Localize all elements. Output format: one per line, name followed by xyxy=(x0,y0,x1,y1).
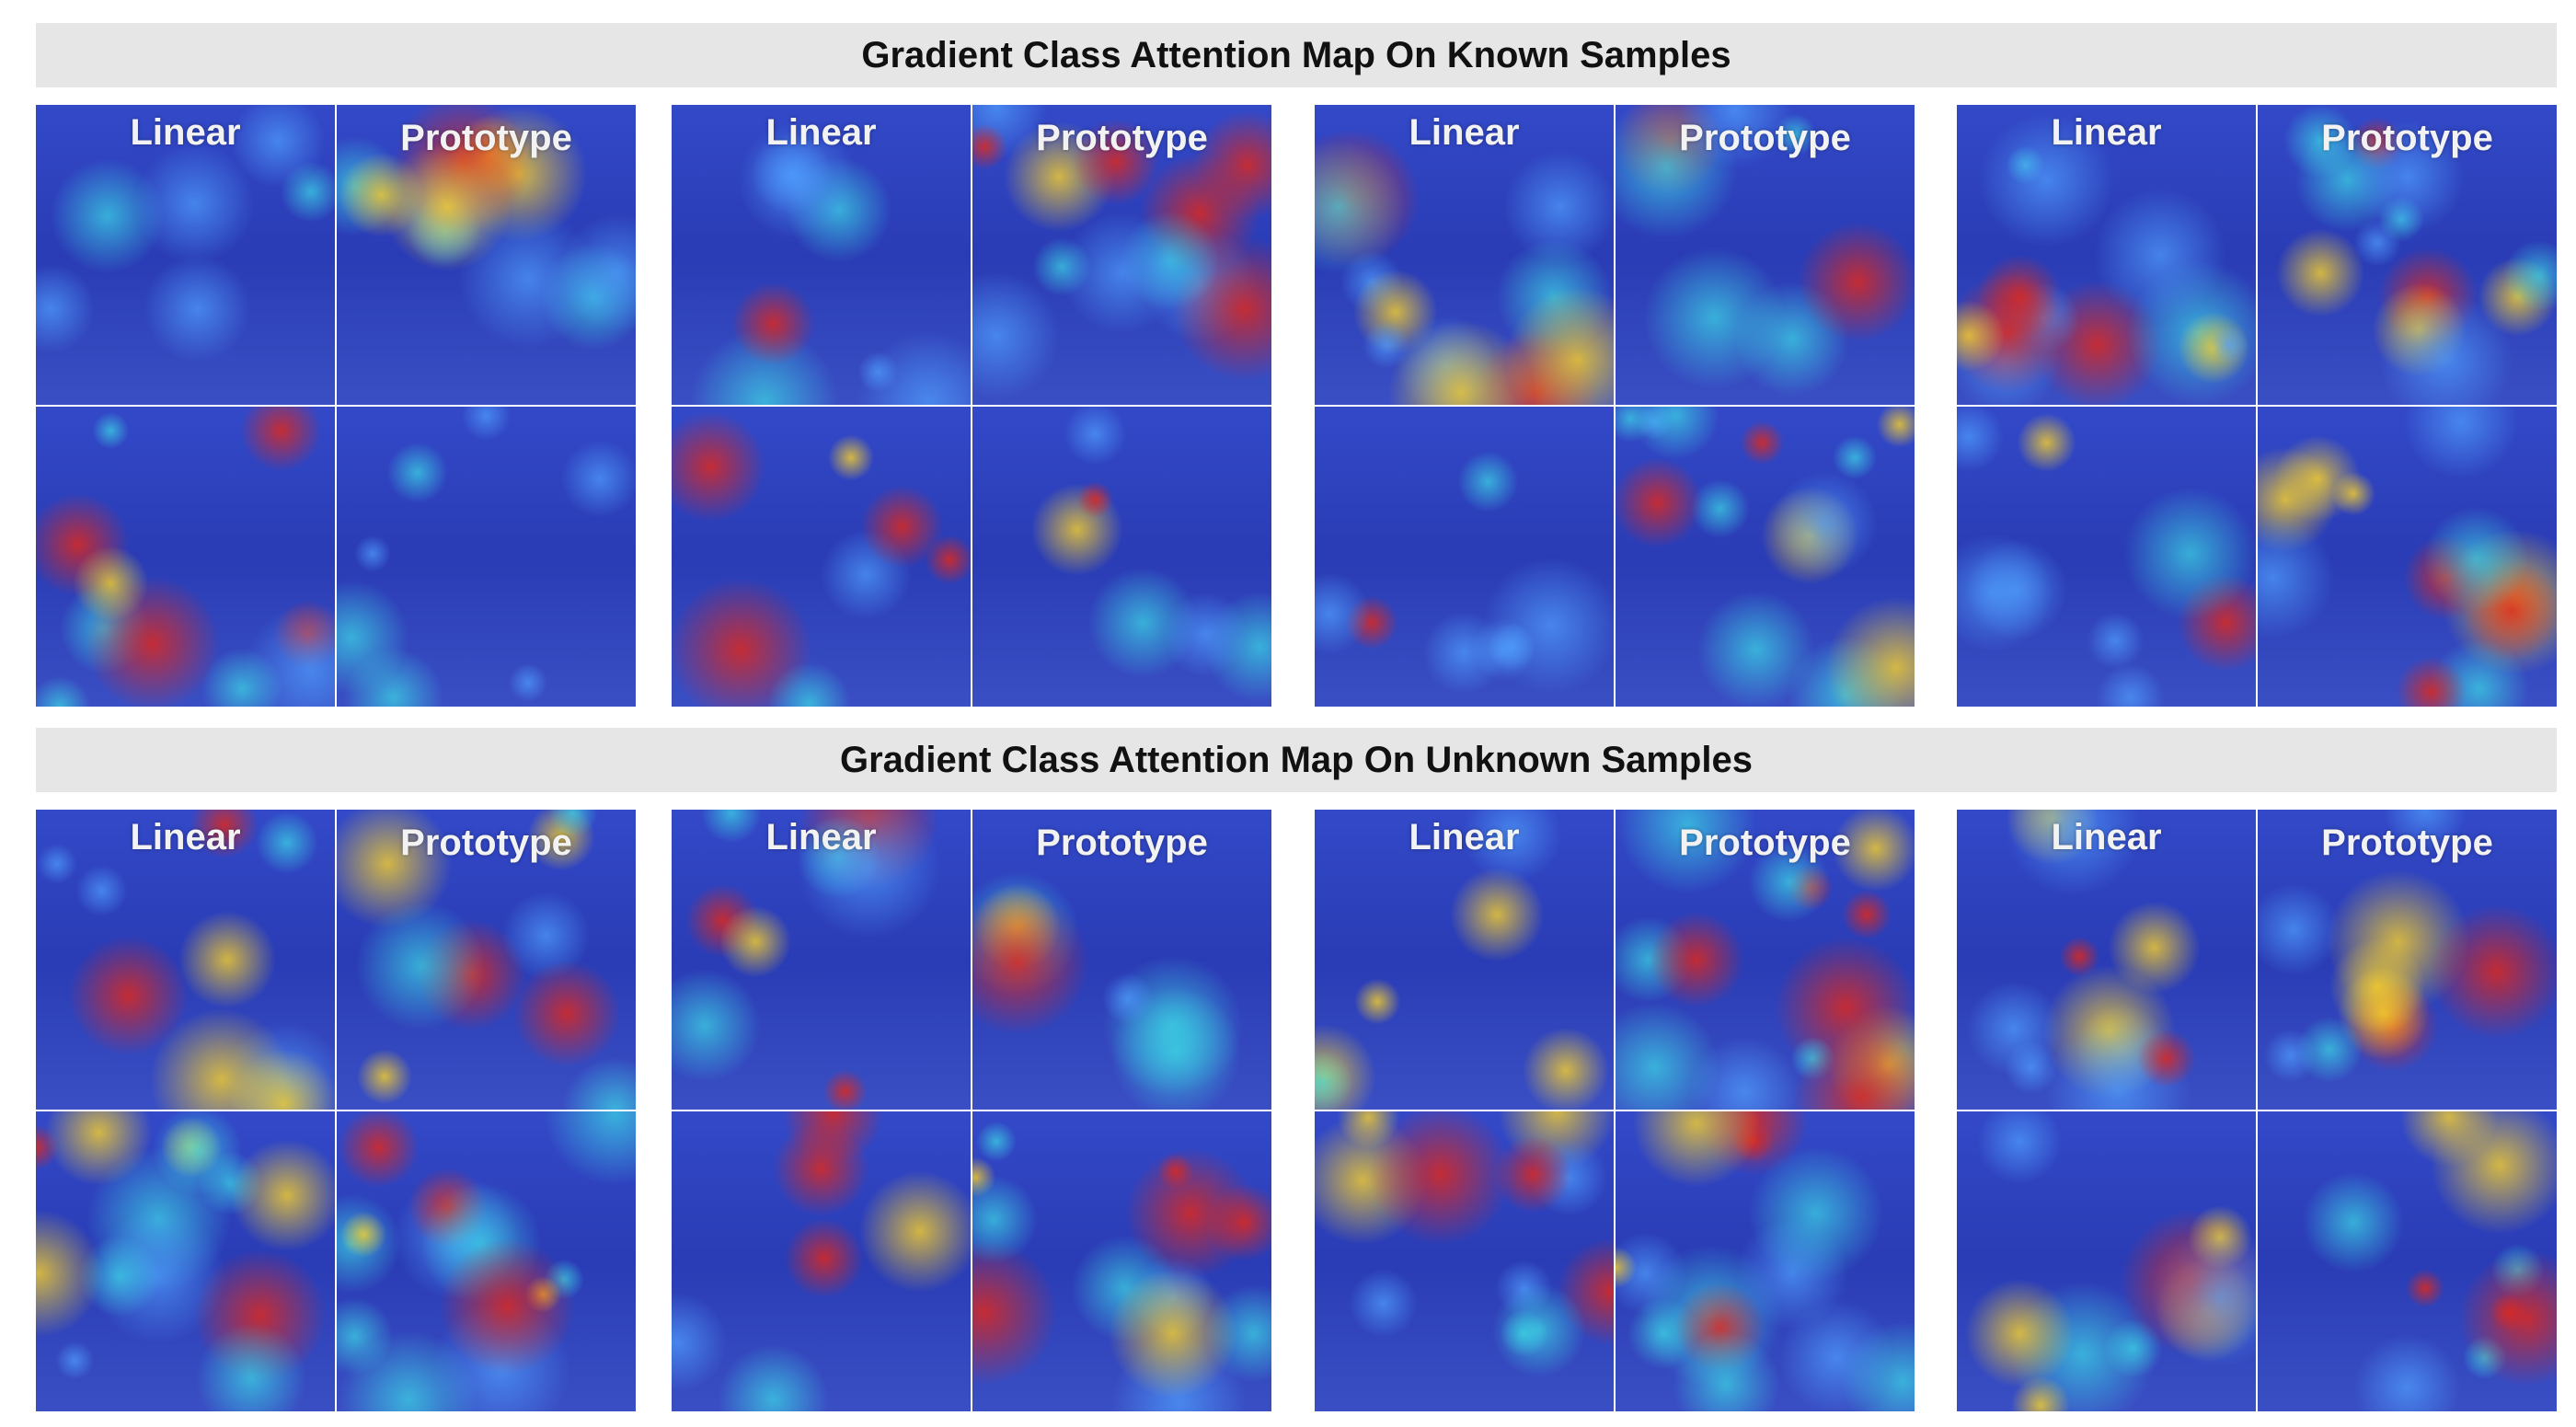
panel-label: Linear xyxy=(130,817,241,857)
heatmap-image: Linear xyxy=(672,810,971,1110)
heatmap-image xyxy=(1315,1111,1614,1411)
image-group: Linear Prototype xyxy=(672,810,1271,1411)
heatmap-image xyxy=(1957,1111,2256,1411)
heatmap-image xyxy=(2258,1111,2557,1411)
heatmap-image xyxy=(36,407,335,707)
heatmap-image: Prototype xyxy=(972,105,1271,405)
heatmap-image xyxy=(672,1111,971,1411)
section-title: Gradient Class Attention Map On Known Sa… xyxy=(36,23,2557,87)
heatmap-image: Prototype xyxy=(337,105,636,405)
heatmap-image xyxy=(972,407,1271,707)
image-group: Linear Prototype xyxy=(36,105,636,707)
section-title: Gradient Class Attention Map On Unknown … xyxy=(36,728,2557,792)
heatmap-image: Linear xyxy=(36,105,335,405)
panel-label: Linear xyxy=(765,817,877,857)
panel-label: Linear xyxy=(765,112,877,153)
heatmap-image xyxy=(36,1111,335,1411)
panel-label: Linear xyxy=(1409,817,1520,857)
image-group: Linear Prototype xyxy=(1315,105,1915,707)
heatmap-image xyxy=(1315,407,1614,707)
heatmap-image xyxy=(2258,407,2557,707)
heatmap-image: Prototype xyxy=(972,810,1271,1110)
heatmap-image xyxy=(972,1111,1271,1411)
heatmap-image: Prototype xyxy=(337,810,636,1110)
image-group: Linear Prototype xyxy=(36,810,636,1411)
image-group: Linear Prototype xyxy=(1315,810,1915,1411)
heatmap-image xyxy=(337,407,636,707)
heatmap-image: Prototype xyxy=(2258,105,2557,405)
heatmap-image: Linear xyxy=(672,105,971,405)
image-group: Linear Prototype xyxy=(1957,810,2557,1411)
panel-label: Linear xyxy=(1409,112,1520,153)
heatmap-image xyxy=(672,407,971,707)
panel-label: Linear xyxy=(130,112,241,153)
panel-label: Prototype xyxy=(400,118,572,158)
heatmap-image: Prototype xyxy=(1616,105,1915,405)
heatmap-image: Prototype xyxy=(2258,810,2557,1110)
heatmap-image xyxy=(1957,407,2256,707)
heatmap-image: Linear xyxy=(1315,810,1614,1110)
heatmap-image: Linear xyxy=(1957,810,2256,1110)
heatmap-image xyxy=(1616,1111,1915,1411)
heatmap-image: Linear xyxy=(1315,105,1614,405)
heatmap-image: Prototype xyxy=(1616,810,1915,1110)
heatmap-image: Linear xyxy=(1957,105,2256,405)
heatmap-image: Linear xyxy=(36,810,335,1110)
panel-label: Prototype xyxy=(1036,823,1208,863)
heatmap-image xyxy=(1616,407,1915,707)
heatmap-image xyxy=(337,1111,636,1411)
panel-label: Linear xyxy=(2051,817,2162,857)
panel-label: Prototype xyxy=(2321,118,2493,158)
panel-label: Prototype xyxy=(1679,823,1851,863)
image-group: Linear Prototype xyxy=(1957,105,2557,707)
panel-label: Linear xyxy=(2051,112,2162,153)
panel-label: Prototype xyxy=(2321,823,2493,863)
panel-label: Prototype xyxy=(1036,118,1208,158)
panel-label: Prototype xyxy=(400,823,572,863)
panel-label: Prototype xyxy=(1679,118,1851,158)
image-group: Linear Prototype xyxy=(672,105,1271,707)
